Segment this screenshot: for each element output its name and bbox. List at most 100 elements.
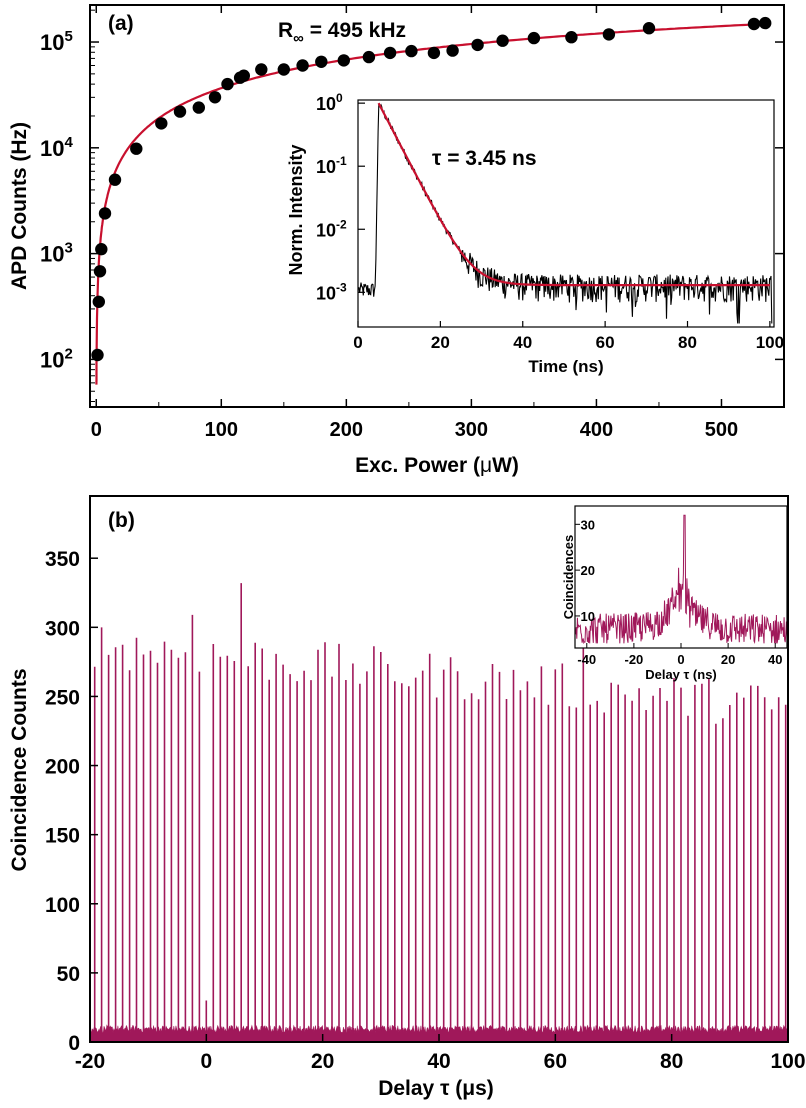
x-tick-label: 400 xyxy=(580,419,613,441)
y-tick-label: 200 xyxy=(45,756,80,779)
y-tick-label: 250 xyxy=(45,686,80,709)
data-point-6 xyxy=(130,142,143,155)
data-point-20 xyxy=(383,46,397,60)
data-point-16 xyxy=(296,59,309,72)
y-tick-label: 100 xyxy=(316,91,343,114)
x-tick-label: 60 xyxy=(596,333,615,352)
data-point-7 xyxy=(155,117,168,130)
data-point-25 xyxy=(496,34,509,47)
panel-a-label: (a) xyxy=(108,12,134,35)
y-tick-label: 104 xyxy=(40,134,73,161)
data-point-11 xyxy=(221,77,234,91)
panel-b-coincidence-histogram xyxy=(89,583,789,1043)
x-tick-label: 100 xyxy=(770,1050,805,1073)
panel-b-inset: -40 -20 0 20 40 10 20 30 Delay τ (ns) Coincide… xyxy=(561,505,788,682)
decay-fit xyxy=(377,102,770,287)
inset-a-frame xyxy=(357,99,775,328)
x-tick-label: 40 xyxy=(768,652,782,667)
x-tick-label: 40 xyxy=(427,1050,450,1073)
data-point-2 xyxy=(93,265,107,278)
data-point-1 xyxy=(92,295,106,308)
inset-a-fit-curve xyxy=(377,102,770,287)
x-tick-label: 40 xyxy=(513,333,532,352)
x-tick-label: 0 xyxy=(677,652,684,667)
data-point-21 xyxy=(405,44,418,58)
panel-b-y-ticks: 0 50 100 150 200 250 300 350 xyxy=(45,548,98,1055)
x-tick-label: 200 xyxy=(330,419,363,441)
y-tick-label: 30 xyxy=(581,517,595,532)
panel-b-xlabel: Delay τ (μs) xyxy=(378,1077,494,1100)
panel-b-ylabel: Coincidence Counts xyxy=(8,668,31,871)
x-tick-label: -40 xyxy=(577,652,596,667)
data-point-27 xyxy=(565,31,578,44)
x-tick-label: 80 xyxy=(660,1050,683,1073)
y-tick-label: 10-1 xyxy=(316,154,347,177)
panel-b-x-ticks: -20 0 20 40 60 80 100 xyxy=(75,1034,806,1073)
x-tick-label: 20 xyxy=(311,1050,334,1073)
x-tick-label: 0 xyxy=(353,333,362,352)
panel-a-annotation: R∞ = 495 kHz xyxy=(278,19,406,47)
data-point-30 xyxy=(747,17,761,31)
data-point-4 xyxy=(98,207,112,220)
x-tick-label: 100 xyxy=(756,333,784,352)
data-point-3 xyxy=(95,243,108,256)
inset-a-xlabel: Time (ns) xyxy=(528,357,603,376)
panel-a-ylabel: APD Counts (Hz) xyxy=(8,122,31,290)
panel-a-fit-curve xyxy=(95,22,766,385)
x-tick-label: -20 xyxy=(624,652,643,667)
y-tick-label: 103 xyxy=(40,240,73,267)
inset-b-xlabel: Delay τ (ns) xyxy=(645,667,717,682)
y-tick-label: 150 xyxy=(45,825,80,848)
panel-a-y-ticks: 102 103 104 105 xyxy=(40,9,784,402)
x-tick-label: -20 xyxy=(75,1050,105,1073)
x-tick-label: 0 xyxy=(200,1050,212,1073)
data-point-24 xyxy=(471,38,484,52)
x-tick-label: 20 xyxy=(431,333,450,352)
panel-b-label: (b) xyxy=(108,509,135,532)
data-point-18 xyxy=(337,54,350,67)
data-point-15 xyxy=(277,63,290,76)
y-tick-label: 105 xyxy=(40,28,73,55)
panel-a-xlabel: Exc. Power (μW) xyxy=(355,454,519,477)
data-point-9 xyxy=(192,101,205,114)
x-tick-label: 0 xyxy=(91,419,102,441)
data-point-10 xyxy=(208,91,222,104)
x-tick-label: 500 xyxy=(705,419,738,441)
inset-trace xyxy=(574,514,788,645)
y-tick-label: 102 xyxy=(40,345,73,372)
data-point-17 xyxy=(315,55,328,68)
y-tick-label: 10-2 xyxy=(316,217,347,240)
inset-b-trace xyxy=(574,514,788,645)
x-tick-label: 60 xyxy=(544,1050,567,1073)
inset-a-x-ticks: 0 20 40 60 80 100 xyxy=(353,321,784,352)
x-tick-label: 80 xyxy=(678,333,697,352)
data-point-28 xyxy=(602,28,616,41)
data-point-23 xyxy=(446,44,459,57)
y-tick-label: 10 xyxy=(581,609,595,624)
x-tick-label: 20 xyxy=(721,652,735,667)
inset-a-y-ticks: 100 10-1 10-2 10-3 xyxy=(316,91,365,303)
data-point-5 xyxy=(108,173,122,186)
inset-a-ylabel: Norm. Intensity xyxy=(286,144,306,275)
panel-a-data-points xyxy=(91,16,772,362)
y-tick-label: 20 xyxy=(581,563,595,578)
data-point-26 xyxy=(527,31,541,45)
y-tick-label: 300 xyxy=(45,617,80,640)
data-point-22 xyxy=(427,46,441,60)
panel-a-inset: 0 20 40 60 80 100 100 10-1 10-2 10-3 τ = 3.45 ns… xyxy=(286,91,784,376)
y-tick-label: 100 xyxy=(45,894,80,917)
panel-a-frame xyxy=(89,4,785,408)
data-point-13 xyxy=(237,69,250,82)
fit-line xyxy=(95,22,766,385)
y-tick-label: 0 xyxy=(68,1032,80,1055)
data-point-29 xyxy=(642,22,656,35)
y-tick-label: 10-3 xyxy=(316,280,347,303)
inset-b-ylabel: Coincidences xyxy=(561,535,576,620)
x-tick-label: 300 xyxy=(455,419,488,441)
data-point-14 xyxy=(255,63,268,76)
data-point-8 xyxy=(173,105,187,118)
y-tick-label: 50 xyxy=(57,963,80,986)
